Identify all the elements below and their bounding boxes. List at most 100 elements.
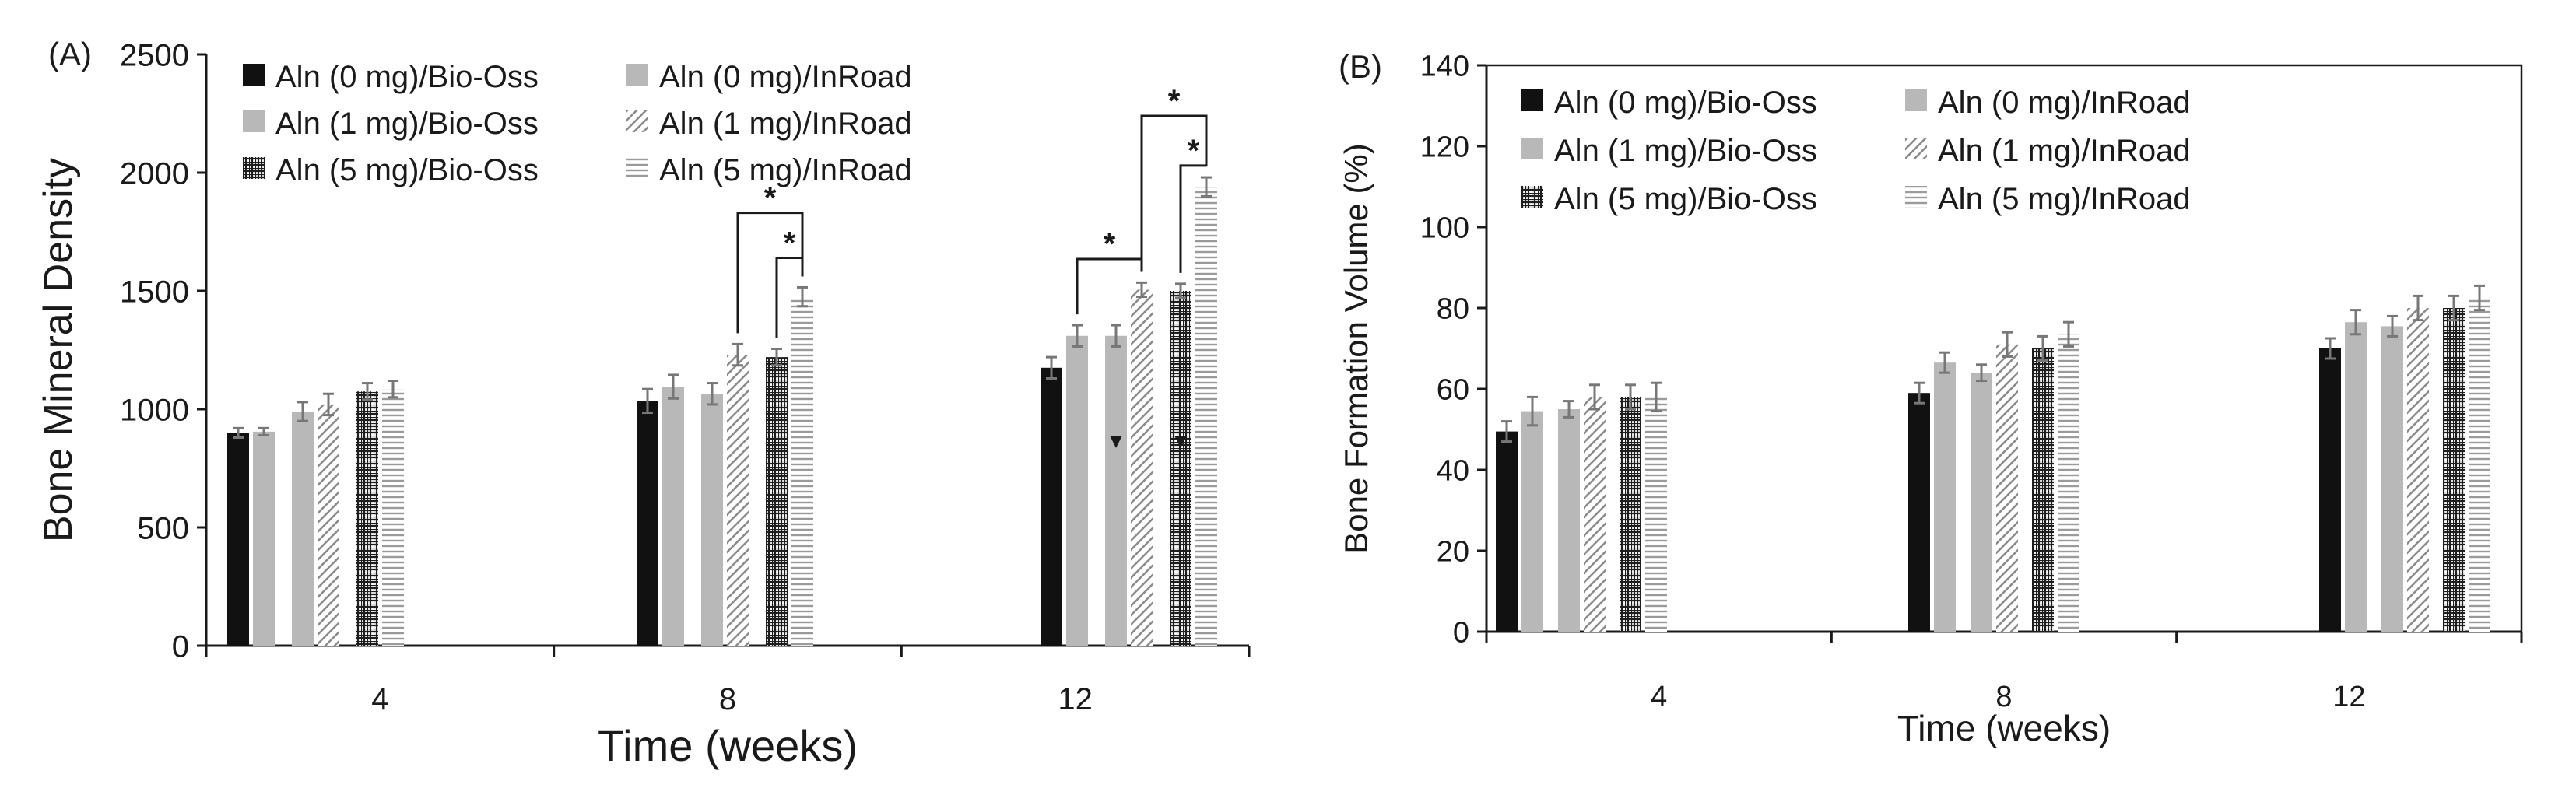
legend-item: Aln (5 mg)/Bio-Oss bbox=[243, 153, 539, 187]
x-tick-label: 12 bbox=[1058, 682, 1093, 716]
legend-label: Aln (5 mg)/Bio-Oss bbox=[275, 153, 539, 187]
legend: Aln (0 mg)/Bio-Oss Aln (0 mg)/InRoad Aln (… bbox=[1521, 86, 2191, 216]
panel-label: (A) bbox=[48, 36, 92, 72]
bar bbox=[253, 431, 275, 646]
panel-a: 0 500 1000 1500 2000 2500 4 8 12 Bone Mineral Den… bbox=[36, 36, 1251, 770]
bar bbox=[1170, 291, 1191, 646]
bar bbox=[1971, 373, 1992, 632]
x-tick-label: 4 bbox=[371, 682, 388, 716]
significance-star: * bbox=[1188, 134, 1200, 168]
legend-label: Aln (0 mg)/Bio-Oss bbox=[1554, 86, 1817, 120]
y-tick-label: 0 bbox=[1453, 617, 1469, 650]
bar bbox=[1496, 431, 1518, 632]
legend-swatch bbox=[626, 157, 648, 179]
bar bbox=[727, 355, 749, 646]
panel-label: (B) bbox=[1339, 48, 1382, 85]
bar bbox=[2058, 334, 2079, 632]
legend-swatch bbox=[1905, 186, 1927, 208]
legend-swatch bbox=[243, 64, 265, 86]
bar bbox=[791, 296, 813, 646]
legend-swatch bbox=[1905, 89, 1927, 111]
bar bbox=[1620, 397, 1641, 632]
legend-item: Aln (1 mg)/Bio-Oss bbox=[1521, 134, 1817, 168]
legend-label: Aln (5 mg)/InRoad bbox=[1938, 182, 2191, 216]
significance-bracket bbox=[1140, 114, 1208, 272]
legend-swatch bbox=[626, 110, 648, 132]
y-tick-label: 120 bbox=[1420, 131, 1469, 164]
legend-label: Aln (1 mg)/Bio-Oss bbox=[1554, 134, 1817, 168]
bar bbox=[1195, 187, 1217, 646]
triangle-marker: ▼ bbox=[1106, 429, 1126, 453]
bar bbox=[1521, 411, 1543, 632]
bar bbox=[2443, 308, 2465, 632]
x-axis-title: Time (weeks) bbox=[1897, 708, 2111, 748]
legend-label: Aln (0 mg)/InRoad bbox=[1938, 86, 2191, 120]
y-tick-label: 0 bbox=[172, 629, 189, 664]
bar bbox=[1996, 344, 2018, 632]
significance-bracket bbox=[1179, 164, 1208, 273]
legend-label: Aln (5 mg)/Bio-Oss bbox=[1554, 182, 1817, 216]
bar bbox=[1131, 289, 1153, 646]
bar bbox=[662, 387, 684, 646]
legend-item: Aln (0 mg)/Bio-Oss bbox=[1521, 86, 1817, 120]
legend-swatch bbox=[1521, 138, 1543, 159]
bar bbox=[292, 412, 314, 646]
bar bbox=[766, 357, 788, 646]
y-tick-label: 2000 bbox=[120, 156, 189, 191]
bar bbox=[356, 391, 378, 646]
bar bbox=[2032, 348, 2054, 632]
legend-label: Aln (0 mg)/InRoad bbox=[659, 60, 912, 94]
y-axis-title: Bone Formation Volume (%) bbox=[1338, 143, 1374, 554]
y-tick-label: 1500 bbox=[120, 275, 189, 309]
bar bbox=[2407, 308, 2429, 632]
x-tick-label: 12 bbox=[2332, 681, 2365, 713]
x-axis-title: Time (weeks) bbox=[598, 721, 858, 770]
bar bbox=[2381, 326, 2403, 632]
significance-star: * bbox=[1104, 227, 1116, 261]
legend-item: Aln (1 mg)/InRoad bbox=[626, 107, 912, 141]
significance-bracket bbox=[775, 256, 804, 338]
significance-bracket bbox=[736, 212, 804, 334]
legend-swatch bbox=[1905, 138, 1927, 159]
legend-swatch bbox=[243, 110, 265, 132]
bar bbox=[318, 404, 339, 646]
y-tick-label: 140 bbox=[1420, 51, 1469, 83]
legend-swatch bbox=[1521, 186, 1543, 208]
bar bbox=[1041, 367, 1062, 646]
bar bbox=[637, 401, 658, 646]
bar bbox=[1105, 335, 1127, 646]
bar bbox=[1584, 397, 1606, 632]
y-tick-label: 40 bbox=[1437, 455, 1469, 488]
legend-item: Aln (5 mg)/InRoad bbox=[1905, 182, 2191, 216]
x-tick-label: 4 bbox=[1651, 681, 1667, 713]
y-tick-label: 100 bbox=[1420, 212, 1469, 245]
legend-label: Aln (5 mg)/InRoad bbox=[659, 153, 912, 187]
legend-item: Aln (5 mg)/Bio-Oss bbox=[1521, 182, 1817, 216]
bar bbox=[1558, 409, 1580, 632]
bar bbox=[1645, 397, 1667, 632]
bar bbox=[1066, 335, 1088, 646]
bar bbox=[2469, 298, 2490, 632]
significance-star: * bbox=[764, 181, 777, 215]
panel-b: 0 20 40 60 80 100 120 140 4 8 12 Bone Formation Vol… bbox=[1338, 48, 2523, 748]
y-tick-label: 2500 bbox=[120, 38, 189, 72]
y-tick-label: 80 bbox=[1437, 293, 1469, 326]
x-tick-label: 8 bbox=[1995, 681, 2012, 713]
legend-item: Aln (0 mg)/Bio-Oss bbox=[243, 60, 539, 94]
y-axis-title: Bone Mineral Density bbox=[36, 158, 81, 542]
legend-label: Aln (1 mg)/InRoad bbox=[659, 107, 912, 141]
legend-item: Aln (0 mg)/InRoad bbox=[1905, 86, 2191, 120]
bar bbox=[2345, 322, 2367, 632]
bar bbox=[1908, 393, 1930, 632]
legend-label: Aln (1 mg)/Bio-Oss bbox=[275, 107, 539, 141]
legend-swatch bbox=[243, 157, 265, 179]
bar bbox=[227, 433, 249, 646]
legend-item: Aln (1 mg)/InRoad bbox=[1905, 134, 2191, 168]
triangle-marker: ▼ bbox=[1170, 429, 1191, 453]
bar bbox=[1934, 362, 1956, 632]
bar bbox=[382, 389, 404, 646]
y-tick-label: 20 bbox=[1437, 536, 1469, 569]
bar bbox=[701, 394, 723, 646]
